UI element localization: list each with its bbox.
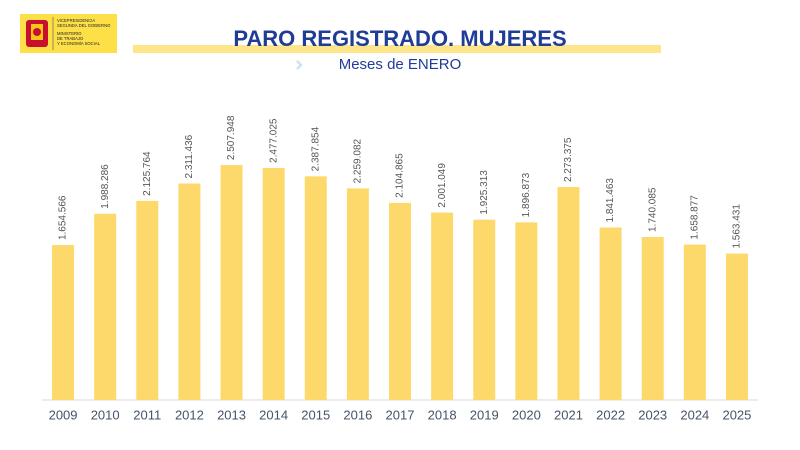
bar [262,167,285,400]
x-tick-label: 2018 [428,407,457,422]
x-tick-label: 2022 [596,407,625,422]
logo-text: Y ECONOMÍA SOCIAL [57,41,101,46]
x-tick-label: 2016 [343,407,372,422]
chevron [296,60,303,70]
title-underline [133,45,661,53]
value-label: 2.311.436 [184,134,195,178]
value-label: 1.654.566 [58,195,69,240]
x-tick-label: 2013 [217,407,246,422]
bar [94,213,117,400]
x-tick-label: 2020 [512,407,541,422]
x-tick-label: 2019 [470,407,499,422]
x-tick-label: 2011 [133,407,161,422]
bar [473,219,496,400]
value-label: 1.896.873 [521,172,532,217]
value-label: 2.273.375 [563,137,574,182]
x-tick-label: 2009 [49,407,78,422]
value-label: 1.658.877 [689,195,700,240]
bar [220,165,243,400]
bar [683,244,706,400]
bar [389,202,411,400]
value-label: 2.125.764 [142,151,153,196]
logo-text: VICEPRESIDENCIA [57,18,95,23]
bar [431,212,454,400]
value-label: 2.507.948 [226,115,237,160]
bar [599,227,622,400]
bar [346,188,369,400]
value-label: 2.001.049 [437,163,448,208]
logo-text: DE TRABAJO [57,36,84,41]
x-tick-label: 2010 [91,407,120,422]
bar [178,183,201,400]
logo-text: MINISTERIO [57,31,82,36]
logo-emblem [26,20,48,47]
logo-text: SEGUNDA DEL GOBIERNO [57,23,111,28]
bar [515,222,538,400]
bar [641,237,664,400]
x-tick-label: 2021 [554,407,583,422]
bar [52,245,75,400]
bar [136,200,159,400]
bar [304,176,327,400]
x-tick-label: 2024 [680,407,709,422]
x-tick-label: 2015 [301,407,330,422]
value-label: 1.563.431 [732,204,743,249]
value-label: 2.259.082 [353,138,364,183]
value-label: 1.925.313 [479,170,490,215]
bar [557,187,580,400]
x-tick-label: 2025 [722,407,751,422]
bar [725,253,748,400]
x-tick-label: 2014 [259,407,288,422]
value-label: 2.477.025 [268,118,279,163]
x-tick-label: 2023 [638,407,667,422]
value-label: 2.104.865 [395,153,406,198]
value-label: 2.387.854 [310,126,321,171]
chart-title: PARO REGISTRADO. MUJERES [233,26,566,51]
chart-subtitle: Meses de ENERO [339,56,462,73]
x-tick-label: 2017 [386,407,415,422]
value-label: 1.841.463 [605,178,616,223]
x-tick-label: 2012 [175,407,204,422]
value-label: 1.740.085 [647,187,658,232]
value-label: 1.988.286 [100,164,111,209]
